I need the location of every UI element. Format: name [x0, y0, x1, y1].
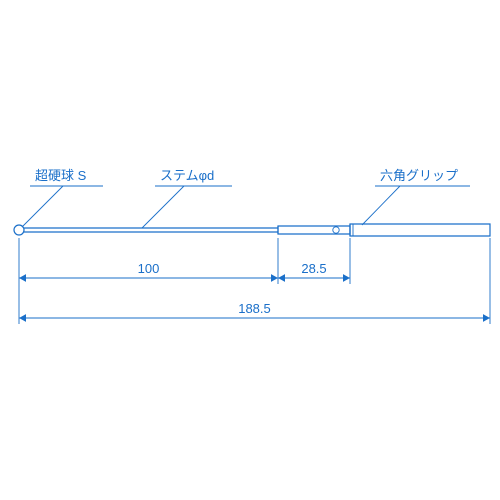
dim-neck-len: 28.5	[301, 261, 326, 276]
callouts	[22, 186, 470, 228]
hex-grip	[350, 224, 490, 236]
label-ball: 超硬球 S	[35, 168, 87, 183]
product-drawing	[14, 224, 490, 236]
dim-total-len: 188.5	[238, 301, 271, 316]
dim-stem-len: 100	[138, 261, 160, 276]
label-stem: ステムφd	[160, 168, 214, 183]
leader-grip	[362, 186, 400, 225]
stem	[24, 228, 278, 232]
leader-ball	[22, 186, 63, 227]
leader-stem	[142, 186, 184, 228]
neck-hole	[333, 227, 339, 233]
label-grip: 六角グリップ	[380, 168, 458, 183]
